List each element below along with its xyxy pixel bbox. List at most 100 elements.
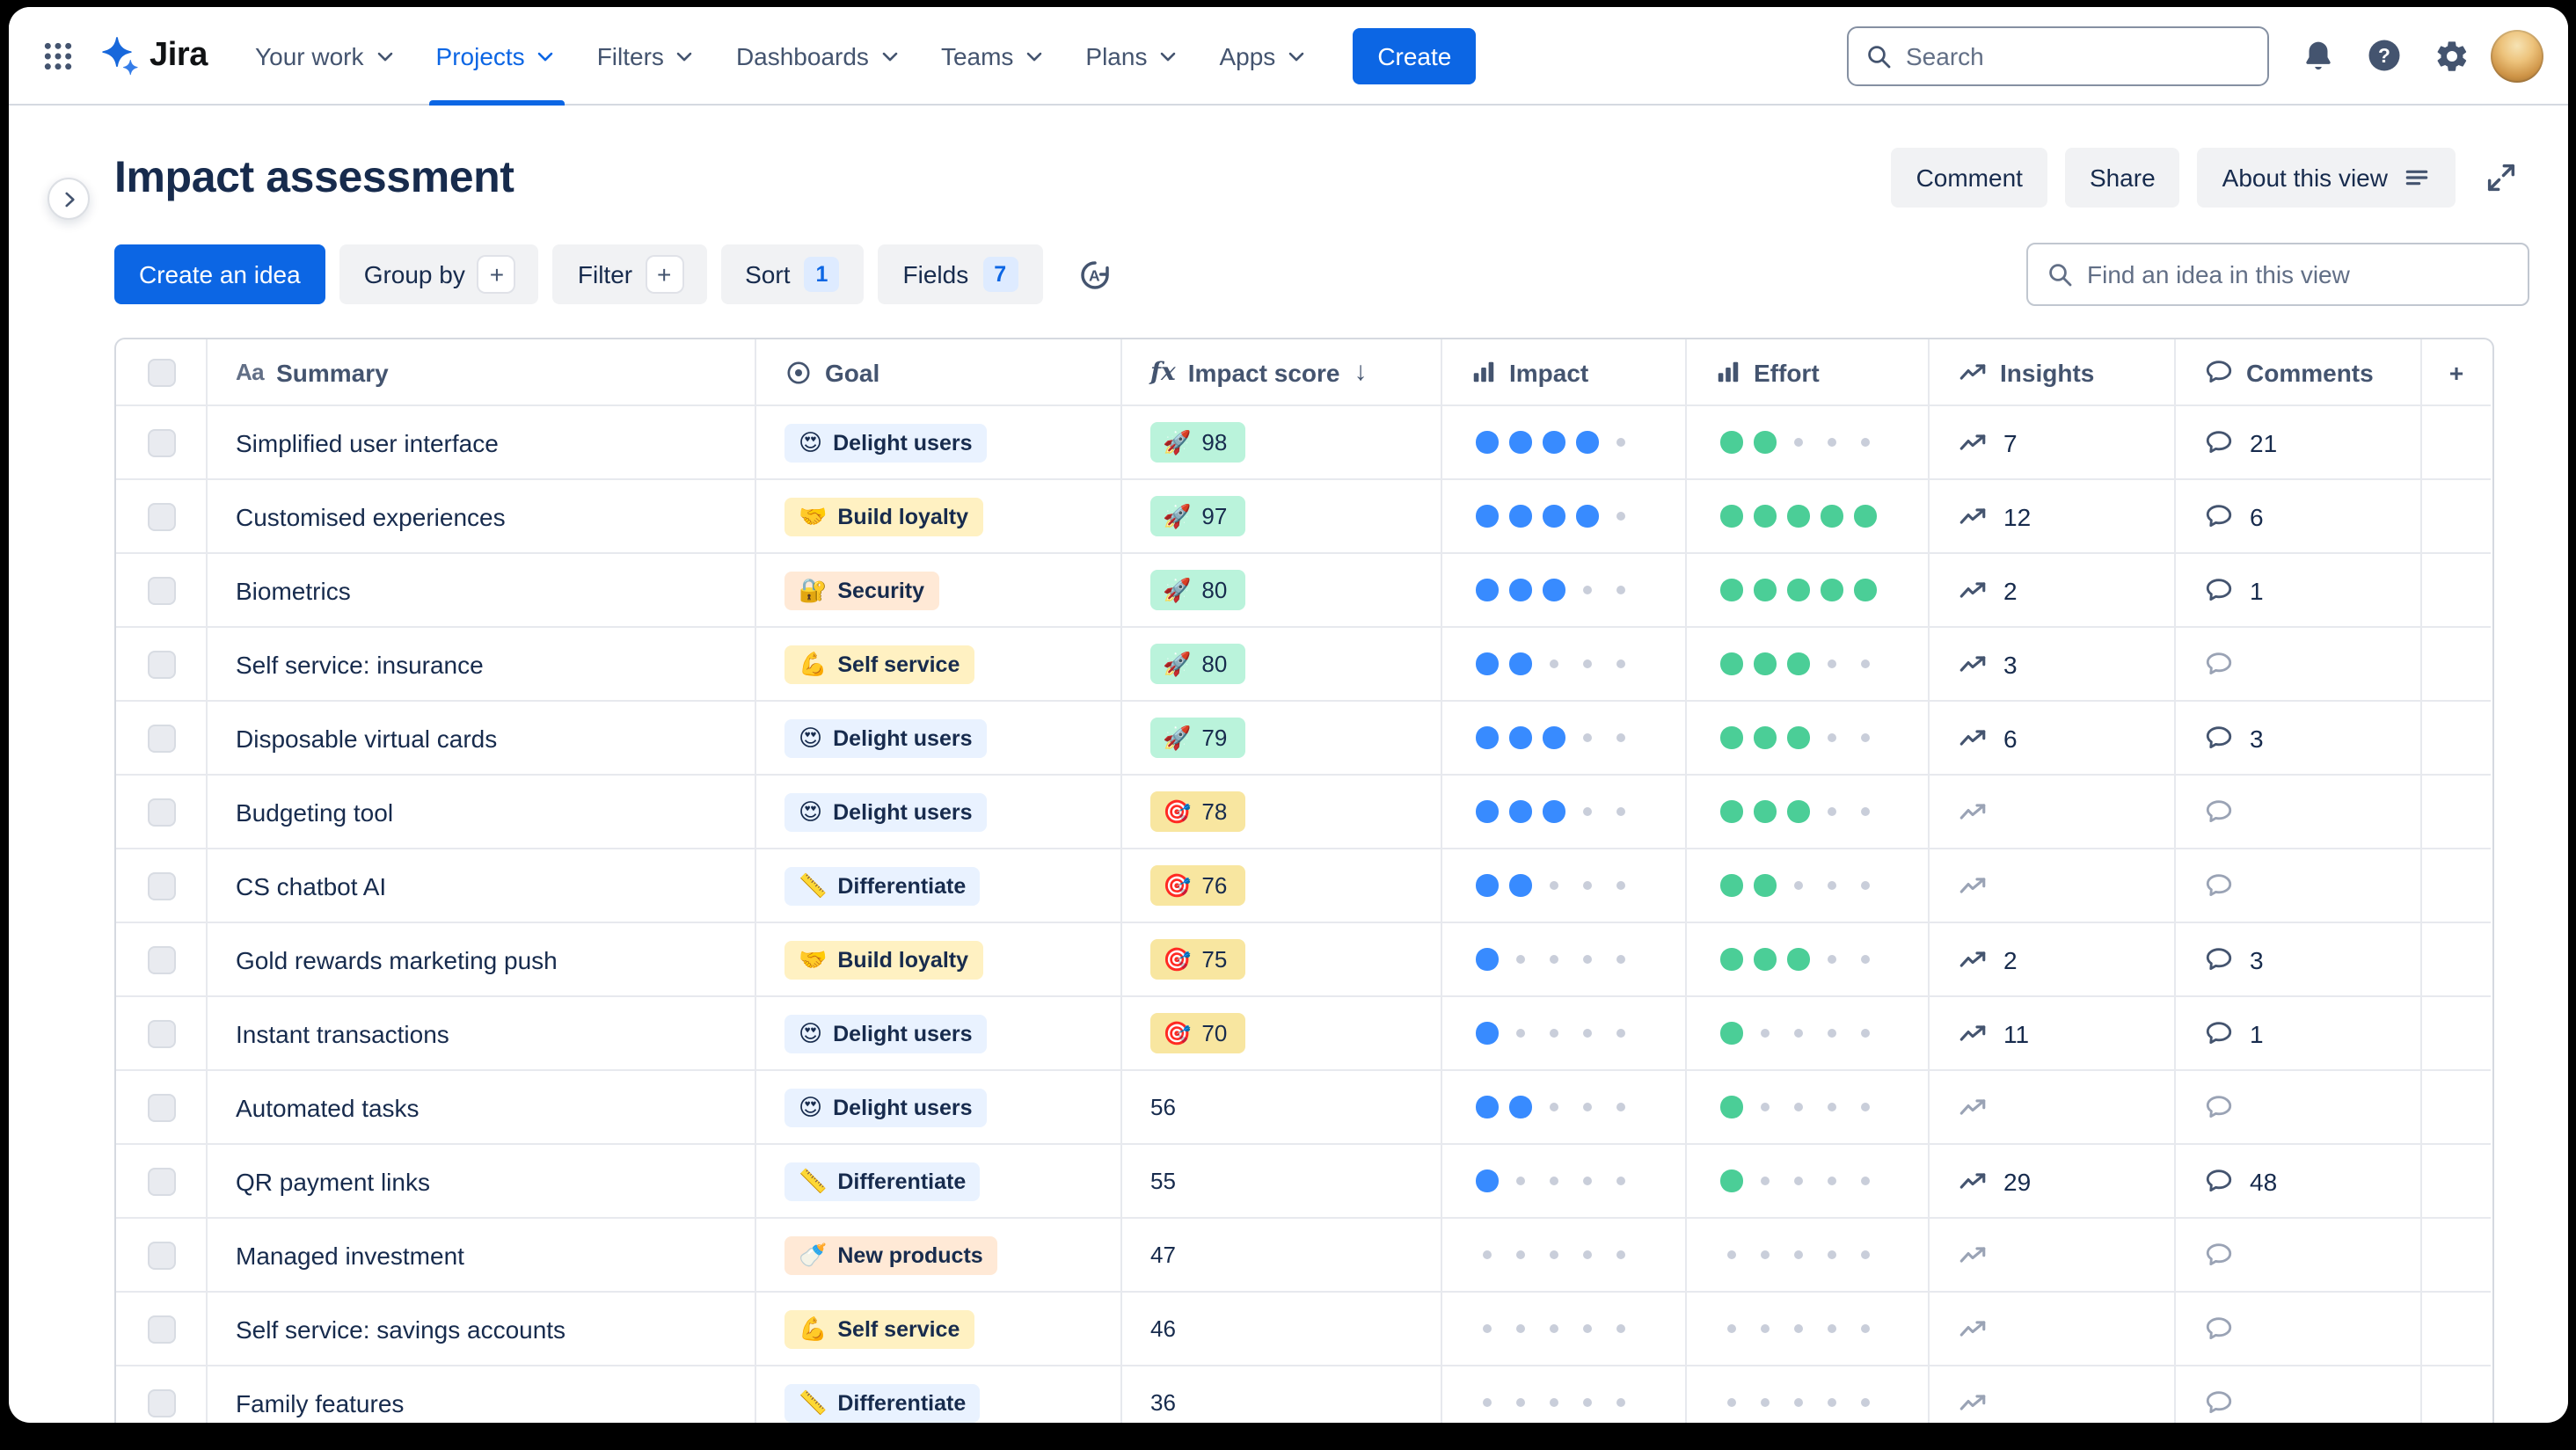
fields-button[interactable]: Fields 7 bbox=[878, 244, 1043, 304]
table-row[interactable]: Instant transactions 😍 Delight users 🎯 7… bbox=[116, 997, 2492, 1071]
comments-cell[interactable] bbox=[2176, 849, 2422, 923]
comments-cell[interactable] bbox=[2176, 628, 2422, 702]
nav-item-plans[interactable]: Plans bbox=[1066, 7, 1200, 105]
comments-cell[interactable] bbox=[2176, 1219, 2422, 1293]
filter-button[interactable]: Filter + bbox=[552, 244, 707, 304]
summary-cell[interactable]: Budgeting tool bbox=[208, 776, 756, 849]
table-row[interactable]: Gold rewards marketing push 🤝 Build loya… bbox=[116, 923, 2492, 997]
row-checkbox[interactable] bbox=[147, 576, 175, 604]
row-checkbox[interactable] bbox=[147, 945, 175, 973]
nav-item-your-work[interactable]: Your work bbox=[236, 7, 417, 105]
row-checkbox[interactable] bbox=[147, 1388, 175, 1417]
table-row[interactable]: Self service: savings accounts 💪 Self se… bbox=[116, 1293, 2492, 1366]
insights-cell[interactable]: 6 bbox=[1930, 702, 2176, 776]
user-avatar[interactable] bbox=[2490, 29, 2543, 82]
comments-cell[interactable]: 3 bbox=[2176, 923, 2422, 997]
summary-cell[interactable]: Managed investment bbox=[208, 1219, 756, 1293]
add-column-button[interactable]: + bbox=[2422, 339, 2491, 406]
row-checkbox[interactable] bbox=[147, 1167, 175, 1195]
insights-cell[interactable]: 7 bbox=[1930, 406, 2176, 480]
insights-cell[interactable] bbox=[1930, 1219, 2176, 1293]
create-button[interactable]: Create bbox=[1353, 27, 1477, 84]
create-idea-button[interactable]: Create an idea bbox=[114, 244, 325, 304]
settings-button[interactable] bbox=[2423, 27, 2479, 84]
table-row[interactable]: Self service: insurance 💪 Self service 🚀… bbox=[116, 628, 2492, 702]
summary-cell[interactable]: CS chatbot AI bbox=[208, 849, 756, 923]
find-idea-input[interactable] bbox=[2025, 243, 2529, 306]
insights-cell[interactable] bbox=[1930, 849, 2176, 923]
summary-cell[interactable]: Automated tasks bbox=[208, 1071, 756, 1145]
nav-item-apps[interactable]: Apps bbox=[1200, 7, 1328, 105]
row-checkbox[interactable] bbox=[147, 650, 175, 678]
insights-cell[interactable]: 12 bbox=[1930, 480, 2176, 554]
row-checkbox[interactable] bbox=[147, 1093, 175, 1121]
fullscreen-button[interactable] bbox=[2472, 149, 2529, 206]
insights-cell[interactable]: 29 bbox=[1930, 1145, 2176, 1219]
row-checkbox[interactable] bbox=[147, 798, 175, 826]
insights-cell[interactable]: 2 bbox=[1930, 923, 2176, 997]
row-checkbox[interactable] bbox=[147, 1019, 175, 1047]
insights-cell[interactable] bbox=[1930, 776, 2176, 849]
row-checkbox[interactable] bbox=[147, 1315, 175, 1343]
summary-cell[interactable]: QR payment links bbox=[208, 1145, 756, 1219]
insights-cell[interactable]: 11 bbox=[1930, 997, 2176, 1071]
summary-cell[interactable]: Customised experiences bbox=[208, 480, 756, 554]
summary-cell[interactable]: Simplified user interface bbox=[208, 406, 756, 480]
nav-item-projects[interactable]: Projects bbox=[417, 7, 578, 105]
nav-item-dashboards[interactable]: Dashboards bbox=[717, 7, 922, 105]
comments-cell[interactable] bbox=[2176, 1071, 2422, 1145]
table-row[interactable]: Customised experiences 🤝 Build loyalty 🚀… bbox=[116, 480, 2492, 554]
summary-cell[interactable]: Disposable virtual cards bbox=[208, 702, 756, 776]
table-row[interactable]: Budgeting tool 😍 Delight users 🎯 78 bbox=[116, 776, 2492, 849]
nav-item-filters[interactable]: Filters bbox=[578, 7, 717, 105]
nav-item-teams[interactable]: Teams bbox=[922, 7, 1066, 105]
column-header-summary[interactable]: Aa Summary bbox=[208, 339, 756, 406]
insights-cell[interactable]: 3 bbox=[1930, 628, 2176, 702]
row-checkbox[interactable] bbox=[147, 502, 175, 530]
global-search-input[interactable] bbox=[1846, 26, 2268, 85]
table-row[interactable]: QR payment links 📏 Differentiate 55 29 bbox=[116, 1145, 2492, 1219]
column-header-goal[interactable]: Goal bbox=[756, 339, 1122, 406]
summary-cell[interactable]: Instant transactions bbox=[208, 997, 756, 1071]
comments-cell[interactable]: 3 bbox=[2176, 702, 2422, 776]
translate-refresh-button[interactable]: A bbox=[1067, 246, 1123, 302]
summary-cell[interactable]: Self service: savings accounts bbox=[208, 1293, 756, 1366]
table-row[interactable]: Family features 📏 Differentiate 36 bbox=[116, 1366, 2492, 1422]
comments-cell[interactable]: 6 bbox=[2176, 480, 2422, 554]
select-all-checkbox[interactable] bbox=[147, 358, 175, 386]
table-row[interactable]: Simplified user interface 😍 Delight user… bbox=[116, 406, 2492, 480]
insights-cell[interactable] bbox=[1930, 1071, 2176, 1145]
app-switcher-button[interactable] bbox=[30, 27, 86, 84]
comments-cell[interactable]: 21 bbox=[2176, 406, 2422, 480]
comments-cell[interactable] bbox=[2176, 1293, 2422, 1366]
table-row[interactable]: Automated tasks 😍 Delight users 56 bbox=[116, 1071, 2492, 1145]
summary-cell[interactable]: Family features bbox=[208, 1366, 756, 1422]
column-header-impact[interactable]: Impact bbox=[1442, 339, 1687, 406]
notifications-button[interactable] bbox=[2289, 27, 2346, 84]
help-button[interactable]: ? bbox=[2356, 27, 2412, 84]
comments-cell[interactable]: 48 bbox=[2176, 1145, 2422, 1219]
table-row[interactable]: CS chatbot AI 📏 Differentiate 🎯 76 bbox=[116, 849, 2492, 923]
row-checkbox[interactable] bbox=[147, 428, 175, 456]
comments-cell[interactable]: 1 bbox=[2176, 997, 2422, 1071]
insights-cell[interactable]: 2 bbox=[1930, 554, 2176, 628]
comments-cell[interactable] bbox=[2176, 776, 2422, 849]
row-checkbox[interactable] bbox=[147, 1241, 175, 1269]
summary-cell[interactable]: Self service: insurance bbox=[208, 628, 756, 702]
insights-cell[interactable] bbox=[1930, 1366, 2176, 1422]
sort-button[interactable]: Sort 1 bbox=[720, 244, 865, 304]
column-header-effort[interactable]: Effort bbox=[1687, 339, 1930, 406]
group-by-button[interactable]: Group by + bbox=[339, 244, 539, 304]
comments-cell[interactable]: 1 bbox=[2176, 554, 2422, 628]
table-row[interactable]: Disposable virtual cards 😍 Delight users… bbox=[116, 702, 2492, 776]
summary-cell[interactable]: Biometrics bbox=[208, 554, 756, 628]
table-row[interactable]: Managed investment 🍼 New products 47 bbox=[116, 1219, 2492, 1293]
row-checkbox[interactable] bbox=[147, 724, 175, 752]
column-header-insights[interactable]: Insights bbox=[1930, 339, 2176, 406]
comment-button[interactable]: Comment bbox=[1891, 148, 2047, 208]
jira-logo[interactable]: Jira bbox=[90, 34, 225, 77]
column-header-comments[interactable]: Comments bbox=[2176, 339, 2422, 406]
comments-cell[interactable] bbox=[2176, 1366, 2422, 1422]
row-checkbox[interactable] bbox=[147, 871, 175, 900]
share-button[interactable]: Share bbox=[2064, 148, 2180, 208]
